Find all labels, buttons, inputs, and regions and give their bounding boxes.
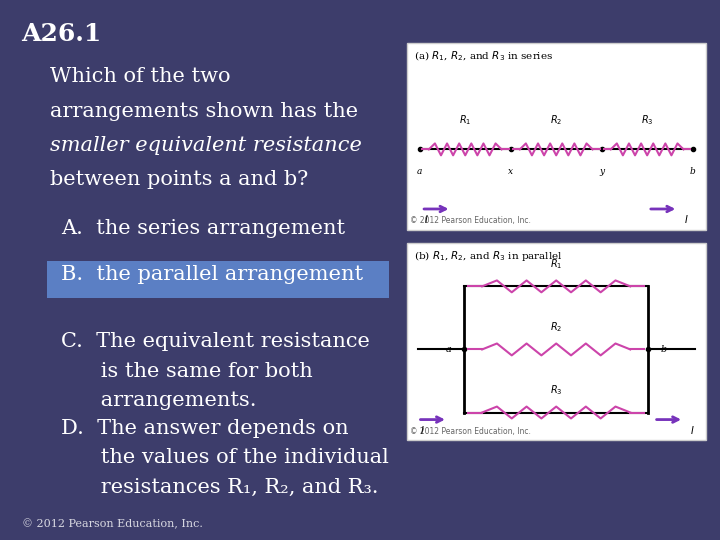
Text: arrangements.: arrangements. [61,392,257,410]
Text: $R_3$: $R_3$ [641,113,654,127]
Text: © 2012 Pearson Education, Inc.: © 2012 Pearson Education, Inc. [410,427,531,436]
Text: is the same for both: is the same for both [61,362,313,381]
Text: a: a [446,345,451,354]
Text: © 2012 Pearson Education, Inc.: © 2012 Pearson Education, Inc. [22,518,202,529]
Text: $I$: $I$ [424,213,428,225]
Text: C.  The equivalent resistance: C. The equivalent resistance [61,332,370,351]
Text: (a) $R_1$, $R_2$, and $R_3$ in series: (a) $R_1$, $R_2$, and $R_3$ in series [414,50,553,63]
Text: a: a [417,167,423,176]
Text: the values of the individual: the values of the individual [61,448,389,467]
Text: $I$: $I$ [684,213,688,225]
Text: y: y [599,167,604,176]
Bar [407,243,706,440]
Text: (b) $R_1$, $R_2$, and $R_3$ in parallel: (b) $R_1$, $R_2$, and $R_3$ in parallel [414,249,563,264]
Text: $I$: $I$ [420,424,425,436]
Text: $R_1$: $R_1$ [459,113,472,127]
Text: B.  the parallel arrangement: B. the parallel arrangement [61,265,364,284]
Text: Which of the two: Which of the two [50,68,231,86]
Text: A26.1: A26.1 [22,22,102,45]
Text: $R_3$: $R_3$ [550,383,562,397]
Text: b: b [661,345,667,354]
Text: © 2012 Pearson Education, Inc.: © 2012 Pearson Education, Inc. [410,216,531,225]
Text: $I$: $I$ [690,424,694,436]
Text: D.  The answer depends on: D. The answer depends on [61,418,348,437]
Text: smaller equivalent resistance: smaller equivalent resistance [50,136,362,154]
Bar [47,261,389,298]
Text: resistances R₁, R₂, and R₃.: resistances R₁, R₂, and R₃. [61,478,379,497]
Text: arrangements shown has the: arrangements shown has the [50,102,359,120]
Text: $R_2$: $R_2$ [550,113,562,127]
Text: $R_2$: $R_2$ [550,321,562,334]
Text: $R_1$: $R_1$ [550,258,562,271]
Text: between points a and b?: between points a and b? [50,170,309,188]
Text: b: b [690,167,696,176]
Bar [407,43,706,230]
Text: A.  the series arrangement: A. the series arrangement [61,219,346,238]
Text: x: x [508,167,513,176]
